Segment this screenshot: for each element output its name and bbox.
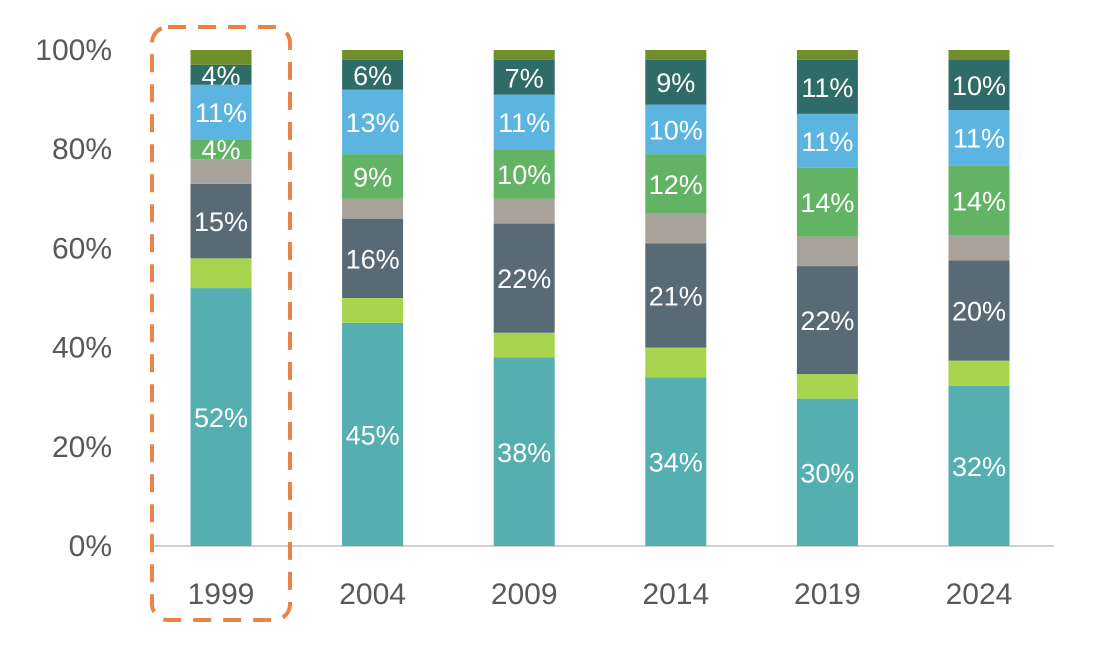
bar-segment bbox=[948, 385, 1010, 546]
bar-segment bbox=[948, 260, 1010, 361]
bar-segment bbox=[948, 110, 1010, 166]
bar-segment bbox=[190, 50, 252, 65]
bar-segment bbox=[342, 322, 404, 546]
data-label: 11% bbox=[801, 73, 853, 103]
bar-segment bbox=[342, 89, 404, 155]
data-label: 22% bbox=[497, 264, 551, 294]
data-label: 52% bbox=[194, 403, 248, 433]
bar-segment bbox=[645, 50, 707, 60]
x-tick-label: 2004 bbox=[339, 578, 406, 611]
bar-segment bbox=[190, 183, 252, 259]
data-label: 15% bbox=[194, 207, 248, 237]
bar-segment bbox=[342, 154, 404, 199]
bar-segment bbox=[493, 223, 555, 333]
x-tick-label: 1999 bbox=[188, 578, 255, 611]
x-tick-label: 2009 bbox=[491, 578, 558, 611]
bar-segment bbox=[796, 266, 858, 375]
bar-segment bbox=[796, 398, 858, 546]
data-label: 14% bbox=[952, 186, 1006, 216]
bar-segment bbox=[796, 167, 858, 237]
bar-segment bbox=[493, 198, 555, 224]
data-label: 13% bbox=[346, 108, 400, 138]
data-label: 11% bbox=[498, 108, 550, 138]
bar-segment bbox=[190, 288, 252, 546]
bar-segment bbox=[796, 374, 858, 399]
bar-segment bbox=[493, 94, 555, 150]
data-label: 11% bbox=[195, 98, 247, 128]
data-label: 16% bbox=[346, 244, 400, 274]
data-label: 30% bbox=[800, 458, 854, 488]
bar-segment bbox=[190, 84, 252, 140]
x-tick-label: 2024 bbox=[946, 578, 1013, 611]
bar-segment bbox=[645, 213, 707, 244]
data-label: 10% bbox=[649, 115, 703, 145]
bar-segment bbox=[190, 64, 252, 85]
data-label: 7% bbox=[505, 63, 544, 93]
y-tick-label: 0% bbox=[69, 530, 112, 563]
bar-segment bbox=[948, 60, 1010, 111]
data-label: 22% bbox=[800, 306, 854, 336]
bar-segment bbox=[190, 159, 252, 184]
data-label: 11% bbox=[801, 127, 853, 157]
bar-segment bbox=[948, 360, 1010, 386]
bar-segment bbox=[493, 50, 555, 60]
bar-segment bbox=[342, 59, 404, 90]
data-label: 20% bbox=[952, 297, 1006, 327]
bar-segment bbox=[493, 332, 555, 358]
data-label: 9% bbox=[656, 68, 695, 98]
data-label: 11% bbox=[953, 124, 1005, 154]
y-tick-label: 80% bbox=[52, 133, 112, 166]
y-tick-label: 60% bbox=[52, 232, 112, 265]
bar-segment bbox=[190, 258, 252, 289]
y-tick-label: 20% bbox=[52, 431, 112, 464]
data-label: 4% bbox=[201, 61, 240, 91]
data-label: 6% bbox=[353, 61, 392, 91]
data-label: 4% bbox=[201, 135, 240, 165]
data-label: 34% bbox=[649, 448, 703, 478]
data-label: 9% bbox=[353, 162, 392, 192]
bar-segment bbox=[342, 218, 404, 298]
bar-segment bbox=[796, 113, 858, 168]
bar-segment bbox=[796, 50, 858, 60]
bar-segment bbox=[645, 104, 707, 155]
data-label: 45% bbox=[346, 420, 400, 450]
bar-segment bbox=[948, 165, 1010, 236]
bar-segment bbox=[493, 149, 555, 199]
bar-segment bbox=[342, 198, 404, 219]
bar-segment bbox=[190, 139, 252, 160]
bar-segment bbox=[645, 243, 707, 348]
bar-segment bbox=[645, 154, 707, 214]
x-tick-label: 2019 bbox=[794, 578, 861, 611]
bar-segment bbox=[948, 235, 1010, 261]
bar-segment bbox=[796, 236, 858, 267]
bar-segment bbox=[342, 298, 404, 323]
bar-segment bbox=[796, 59, 858, 114]
bar-segment bbox=[342, 50, 404, 60]
y-tick-label: 100% bbox=[35, 34, 112, 67]
bar-segment bbox=[493, 357, 555, 546]
data-label: 10% bbox=[952, 71, 1006, 101]
data-label: 10% bbox=[497, 160, 551, 190]
data-label: 21% bbox=[649, 282, 703, 312]
x-tick-label: 2014 bbox=[642, 578, 709, 611]
bar-segment bbox=[645, 377, 707, 546]
data-label: 32% bbox=[952, 452, 1006, 482]
bar-segment bbox=[948, 50, 1010, 61]
y-tick-label: 40% bbox=[52, 332, 112, 365]
bar-segment bbox=[645, 347, 707, 378]
data-label: 38% bbox=[497, 438, 551, 468]
bar-segment bbox=[645, 59, 707, 105]
data-label: 12% bbox=[649, 170, 703, 200]
bar-segment bbox=[493, 59, 555, 95]
data-label: 14% bbox=[800, 188, 854, 218]
